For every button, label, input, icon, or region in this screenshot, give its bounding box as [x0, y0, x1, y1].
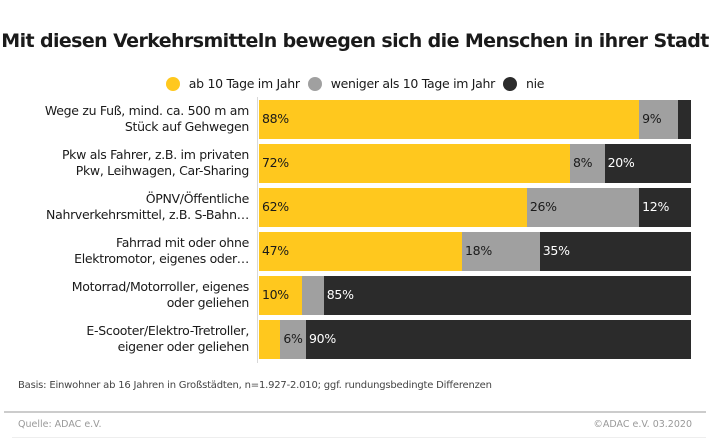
bar-segment-never: [678, 100, 691, 139]
legend-dot-grey-icon: [307, 76, 322, 91]
category-label-line: oder geliehen: [166, 295, 250, 310]
legend-label: weniger als 10 Tage im Jahr: [330, 76, 496, 91]
data-label: 47%: [262, 243, 289, 258]
category-label-line: Pkw als Fahrer, z.B. im privaten: [61, 147, 249, 162]
axis-line: [257, 97, 258, 363]
legend-item-rare: weniger als 10 Tage im Jahr: [307, 76, 496, 91]
category-label: Pkw als Fahrer, z.B. im privaten Pkw, Lei…: [0, 147, 249, 179]
category-label-line: eigener oder geliehen: [117, 339, 250, 354]
bar-segment-rare: 26%: [526, 188, 640, 227]
bar-segment-rare: 6%: [280, 320, 307, 359]
bar-segment-frequent: 10%: [259, 276, 303, 315]
data-label: 35%: [542, 243, 570, 258]
bar-row: 6% 90%: [259, 320, 691, 359]
category-label-line: Elektromotor, eigenes oder…: [74, 251, 249, 266]
category-label-line: Wege zu Fuß, mind. ca. 500 m am: [44, 103, 249, 118]
data-label: 12%: [642, 199, 670, 214]
data-label: 18%: [465, 243, 492, 258]
legend-label: nie: [526, 76, 545, 91]
category-label-line: E-Scooter/Elektro-Tretroller,: [86, 323, 249, 338]
bar-segment-never: 85%: [323, 276, 691, 315]
category-label-line: ÖPNV/Öffentliche: [145, 191, 250, 206]
data-label: 85%: [326, 287, 354, 302]
footer-divider-bottom: [12, 437, 706, 438]
bar-row: 62% 26% 12%: [259, 188, 691, 227]
category-label-line: Fahrrad mit oder ohne: [115, 235, 249, 250]
bar-segment-never: 35%: [539, 232, 691, 271]
bar-segment-never: 12%: [639, 188, 691, 227]
source-note: Quelle: ADAC e.V.: [18, 419, 102, 430]
category-label-line: Pkw, Leihwagen, Car-Sharing: [75, 163, 250, 178]
category-label: E-Scooter/Elektro-Tretroller, eigener ode…: [0, 323, 249, 355]
category-label-line: Nahrverkehrsmittel, z.B. S-Bahn…: [46, 207, 249, 222]
bar-row: 10% 85%: [259, 276, 691, 315]
copyright-note: ©ADAC e.V. 03.2020: [593, 419, 692, 430]
bar-segment-frequent: 62%: [259, 188, 527, 227]
category-label-line: Motorrad/Motorroller, eigenes: [71, 279, 250, 294]
bar-segment-never: 90%: [306, 320, 691, 359]
bar-row: 72% 8% 20%: [259, 144, 691, 183]
data-label: 62%: [262, 199, 289, 214]
category-label: Motorrad/Motorroller, eigenes oder gelieh…: [0, 279, 250, 311]
data-label: 90%: [309, 331, 336, 346]
legend-dot-black-icon: [503, 76, 518, 91]
category-label-line: Stück auf Gehwegen: [124, 119, 249, 134]
chart-title: Mit diesen Verkehrsmitteln bewegen sich …: [1, 30, 709, 52]
bar-row: 47% 18% 35%: [259, 232, 691, 271]
bar-segment-rare: 18%: [462, 232, 540, 271]
bar-segment-rare: 8%: [570, 144, 605, 183]
legend-label: ab 10 Tage im Jahr: [188, 76, 300, 91]
bar-segment-never: 20%: [604, 144, 691, 183]
category-label: Fahrrad mit oder ohne Elektromotor, eigen…: [0, 235, 249, 267]
data-label: 88%: [262, 111, 289, 126]
data-label: 26%: [529, 199, 557, 214]
category-label: ÖPNV/Öffentliche Nahrverkehrsmittel, z.B.…: [0, 191, 249, 223]
legend-item-never: nie: [503, 76, 545, 91]
legend: ab 10 Tage im Jahr weniger als 10 Tage i…: [0, 76, 710, 91]
category-label: Wege zu Fuß, mind. ca. 500 m am Stück auf…: [0, 103, 249, 135]
bar-segment-frequent: 72%: [259, 144, 571, 183]
footer-divider: [4, 411, 706, 413]
data-label: 8%: [573, 155, 593, 170]
legend-item-frequent: ab 10 Tage im Jahr: [165, 76, 300, 91]
data-label: 72%: [262, 155, 289, 170]
bar-segment-rare: 9%: [639, 100, 679, 139]
bar-segment-frequent: 88%: [259, 100, 640, 139]
bar-segment-rare: [302, 276, 324, 315]
legend-dot-yellow-icon: [165, 76, 180, 91]
bar-segment-frequent: [259, 320, 281, 359]
bar-segment-frequent: 47%: [259, 232, 463, 271]
data-label: 10%: [262, 287, 289, 302]
data-label: 20%: [607, 155, 635, 170]
basis-note: Basis: Einwohner ab 16 Jahren in Großstä…: [18, 380, 492, 391]
data-label: 6%: [283, 331, 303, 346]
data-label: 9%: [642, 111, 662, 126]
bar-row: 88% 9%: [259, 100, 691, 139]
